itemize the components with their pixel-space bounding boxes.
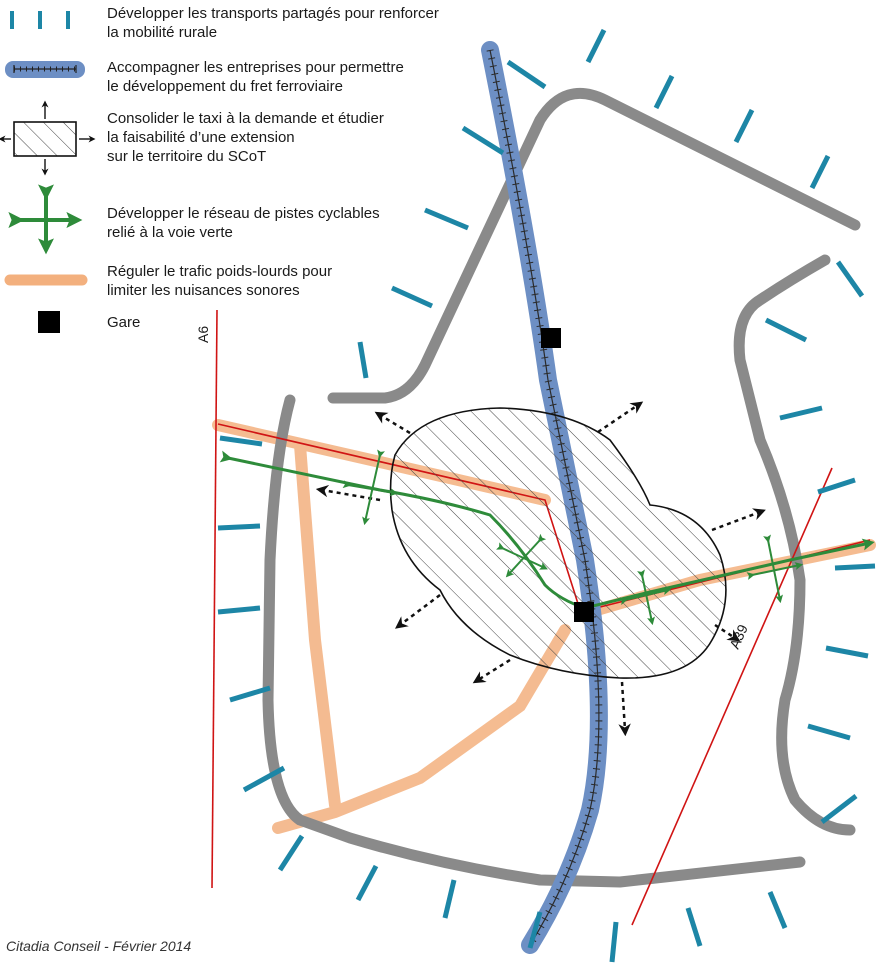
legend-heavy-traffic-text: Réguler le trafic poids-lourds pour limi… bbox=[107, 262, 332, 300]
a39-label: A39 bbox=[726, 622, 751, 651]
hatched-box-icon bbox=[2, 104, 92, 172]
station-north bbox=[541, 328, 561, 348]
blue-dash-icon bbox=[12, 11, 68, 29]
taxi-zone bbox=[391, 408, 726, 678]
legend-bike-text: Développer le réseau de pistes cyclables… bbox=[107, 204, 380, 242]
credit-text: Citadia Conseil - Février 2014 bbox=[6, 938, 191, 954]
legend-freight-text: Accompagner les entreprises pour permett… bbox=[107, 58, 404, 96]
legend-icons bbox=[2, 11, 92, 333]
station-south bbox=[574, 602, 594, 622]
legend-station-text: Gare bbox=[107, 313, 140, 332]
legend-transport-text: Développer les transports partagés pour … bbox=[107, 4, 439, 42]
legend-taxi-text: Consolider le taxi à la demande et étudi… bbox=[107, 109, 384, 166]
rail-band-icon bbox=[5, 61, 85, 78]
a6-label: A6 bbox=[195, 326, 211, 343]
green-cross-arrows-icon bbox=[18, 194, 76, 248]
black-square-icon bbox=[38, 311, 60, 333]
a6-motorway bbox=[212, 310, 217, 888]
